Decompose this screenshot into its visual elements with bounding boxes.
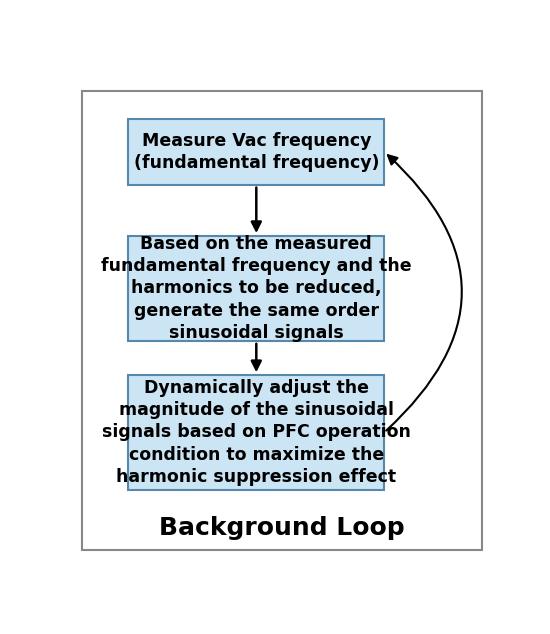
Text: Background Loop: Background Loop xyxy=(159,515,405,540)
Text: Measure Vac frequency
(fundamental frequency): Measure Vac frequency (fundamental frequ… xyxy=(134,132,379,172)
Bar xyxy=(129,236,384,341)
FancyArrowPatch shape xyxy=(386,155,462,430)
Text: Dynamically adjust the
magnitude of the sinusoidal
signals based on PFC operatio: Dynamically adjust the magnitude of the … xyxy=(102,379,411,486)
Bar xyxy=(129,375,384,490)
Text: Based on the measured
fundamental frequency and the
harmonics to be reduced,
gen: Based on the measured fundamental freque… xyxy=(101,235,411,342)
Bar xyxy=(129,119,384,184)
